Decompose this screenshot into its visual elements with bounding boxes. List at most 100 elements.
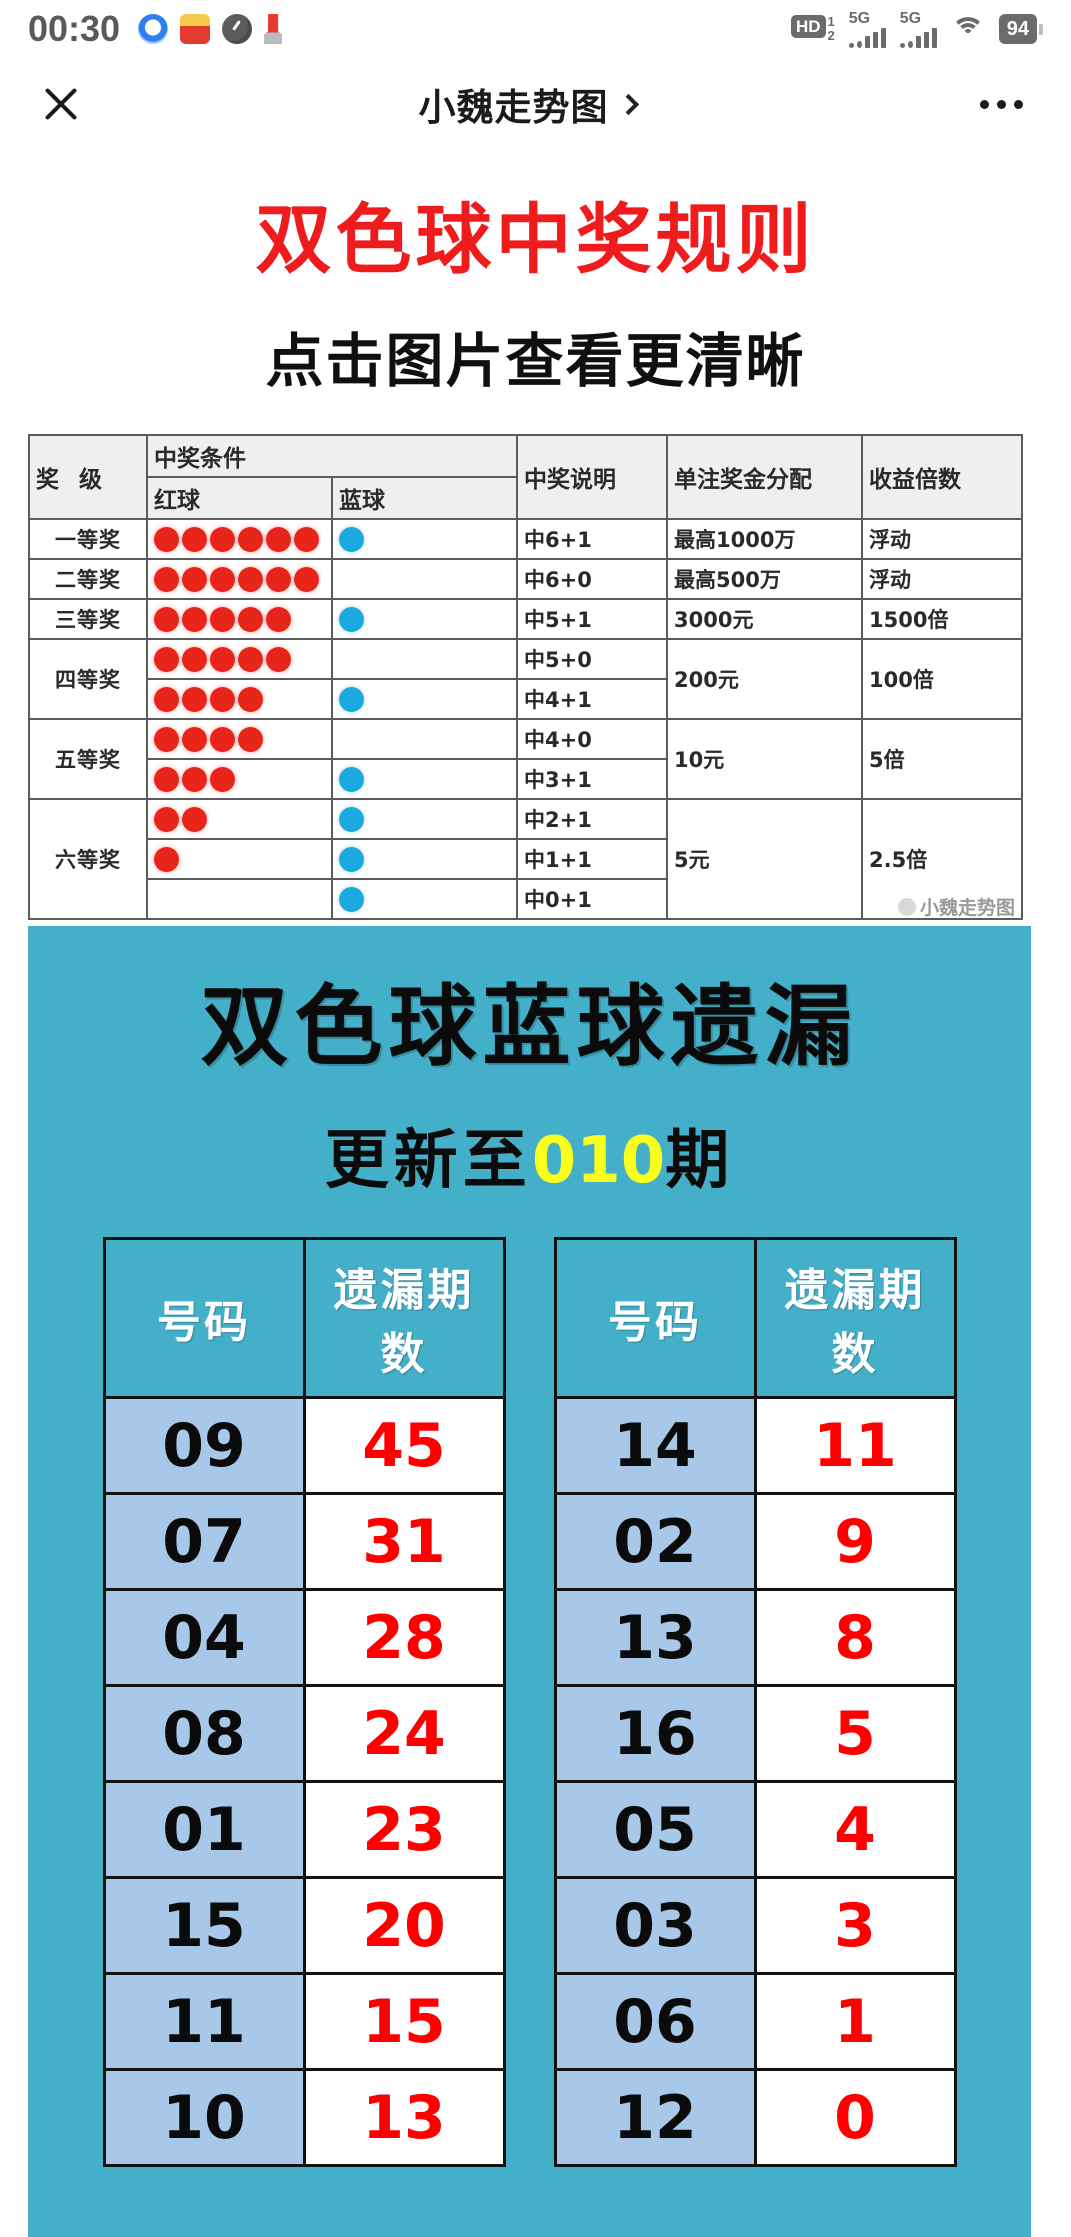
blue-ball-icon — [339, 846, 364, 872]
cell-omission: 1 — [753, 1972, 957, 2071]
cell-number: 05 — [553, 1780, 757, 1879]
navigation-bar: 小魏走势图 — [0, 58, 1071, 150]
hd-sim-numbers: 1 2 — [828, 15, 835, 42]
cell-grade: 三等奖 — [28, 598, 148, 640]
cell-omission: 3 — [753, 1876, 957, 1975]
red-ball-icon — [238, 526, 263, 552]
cell-money: 5元 — [666, 798, 863, 920]
cell-blue-balls — [331, 598, 518, 640]
cell-omission: 15 — [302, 1972, 506, 2071]
table-row: 08 24 — [102, 1684, 506, 1783]
red-ball-icon — [154, 566, 179, 592]
more-options-icon[interactable] — [970, 90, 1033, 119]
prize-rules-table: 奖 级 中奖条件 中奖说明 单注奖金分配 收益倍数 红球 蓝球 一等奖 中6+1 最… — [28, 434, 1023, 920]
article-subheadline: 点击图片查看更清晰 — [265, 327, 806, 395]
omission-right-thead: 号码 遗漏期数 — [553, 1237, 957, 1399]
cell-omission: 31 — [302, 1492, 506, 1591]
header-money: 单注奖金分配 — [666, 434, 863, 520]
cell-blue-balls — [331, 878, 518, 920]
cell-blue-balls — [331, 758, 518, 800]
red-ball-icon — [210, 726, 235, 752]
close-icon[interactable] — [38, 81, 84, 127]
cell-desc: 中4+0 — [516, 718, 668, 760]
blue-ball-icon — [339, 606, 364, 632]
poster-sub-suffix: 期 — [665, 1123, 735, 1198]
red-ball-icon — [182, 686, 207, 712]
omission-left-body: 09 45 07 31 04 28 08 24 01 23 15 20 11 15 10 13 — [102, 1396, 506, 2167]
cell-number: 10 — [102, 2068, 306, 2167]
speed-icon — [222, 14, 253, 44]
blue-ball-icon — [339, 686, 364, 712]
battery-cap — [1039, 23, 1043, 35]
cell-omission: 28 — [302, 1588, 506, 1687]
cell-number: 09 — [102, 1396, 306, 1495]
table-row: 04 28 — [102, 1588, 506, 1687]
cell-money: 3000元 — [666, 598, 863, 640]
cell-omission: 24 — [302, 1684, 506, 1783]
table-row: 中3+1 — [29, 758, 1022, 800]
status-bar-app-icons — [138, 14, 283, 44]
header-red-ball: 红球 — [146, 476, 333, 520]
cell-omission: 5 — [753, 1684, 957, 1783]
cell-desc: 中1+1 — [516, 838, 668, 880]
cell-number: 12 — [553, 2068, 757, 2167]
signal-bars-sim1 — [848, 27, 886, 48]
redpacket-icon — [180, 14, 211, 44]
header-condition: 中奖条件 — [146, 434, 518, 478]
omission-left-thead: 号码 遗漏期数 — [102, 1237, 506, 1399]
cell-desc: 中3+1 — [516, 758, 668, 800]
poster-issue-number: 010 — [531, 1124, 666, 1198]
red-ball-icon — [182, 526, 207, 552]
signal-icon-sim2: 5G — [899, 10, 937, 48]
red-ball-icon — [154, 646, 179, 672]
table-row: 中4+1 — [29, 678, 1022, 720]
red-ball-icon — [210, 766, 235, 792]
red-ball-icon — [266, 526, 291, 552]
red-ball-icon — [154, 846, 179, 872]
poster-subtitle: 更新至010期 — [28, 1109, 1031, 1201]
cell-money: 最高1000万 — [666, 518, 863, 560]
cell-money: 最高500万 — [666, 558, 863, 600]
red-ball-icon — [182, 646, 207, 672]
cell-blue-balls — [331, 718, 518, 760]
cell-number: 03 — [553, 1876, 757, 1975]
cell-number: 01 — [102, 1780, 306, 1879]
omission-right-body: 14 11 02 9 13 8 16 5 05 4 03 3 06 1 12 0 — [553, 1396, 957, 2167]
omission-table-left: 号码 遗漏期数 09 45 07 31 04 28 08 24 01 23 15 20 11 15 10 13 — [102, 1237, 506, 2167]
cell-red-balls — [146, 718, 333, 760]
red-ball-icon — [154, 526, 179, 552]
prize-rules-image[interactable]: 奖 级 中奖条件 中奖说明 单注奖金分配 收益倍数 红球 蓝球 一等奖 中6+1 最… — [0, 434, 1071, 920]
watermark-avatar-icon — [897, 897, 916, 916]
red-ball-icon — [154, 766, 179, 792]
blue-ball-icon — [339, 766, 364, 792]
cell-red-balls — [146, 878, 333, 920]
cell-desc: 中4+1 — [516, 678, 668, 720]
page-title[interactable]: 小魏走势图 — [418, 77, 639, 131]
cell-multiplier: 1500倍 — [861, 598, 1023, 640]
cell-grade: 二等奖 — [28, 558, 148, 600]
table-row: 三等奖 中5+1 3000元 1500倍 — [28, 598, 1023, 640]
table-row: 五等奖 中4+0 10元 5倍 — [28, 718, 1023, 800]
header-number-right: 号码 — [553, 1237, 757, 1399]
cell-blue-balls — [331, 518, 518, 560]
cell-omission: 13 — [302, 2068, 506, 2167]
table-row: 一等奖 中6+1 最高1000万 浮动 — [28, 518, 1023, 560]
cell-grade: 一等奖 — [28, 518, 148, 560]
cell-desc: 中6+0 — [516, 558, 668, 600]
omission-tables: 号码 遗漏期数 09 45 07 31 04 28 08 24 01 23 15 20 11 15 10 13… — [28, 1237, 1031, 2167]
omission-poster[interactable]: 双色球蓝球遗漏 更新至010期 号码 遗漏期数 09 45 07 31 04 28 08 24… — [28, 926, 1031, 2237]
table-row: 10 13 — [102, 2068, 506, 2167]
cell-number: 13 — [553, 1588, 757, 1687]
cell-grade: 五等奖 — [28, 718, 148, 800]
page-title-label: 小魏走势图 — [418, 87, 609, 128]
red-ball-icon — [182, 726, 207, 752]
cell-grade: 六等奖 — [28, 798, 148, 920]
cell-red-balls — [146, 638, 333, 680]
cell-multiplier: 2.5倍 小魏走势图 — [861, 798, 1023, 920]
table-row: 12 0 — [553, 2068, 957, 2167]
cell-multiplier: 100倍 — [861, 638, 1023, 720]
table-row: 二等奖 中6+0 最高500万 浮动 — [28, 558, 1023, 600]
article-content: 双色球中奖规则 点击图片查看更清晰 奖 级 中奖条件 中奖说明 单注奖金分配 收… — [0, 150, 1071, 2237]
location-pin-icon — [264, 14, 283, 44]
red-ball-icon — [238, 686, 263, 712]
